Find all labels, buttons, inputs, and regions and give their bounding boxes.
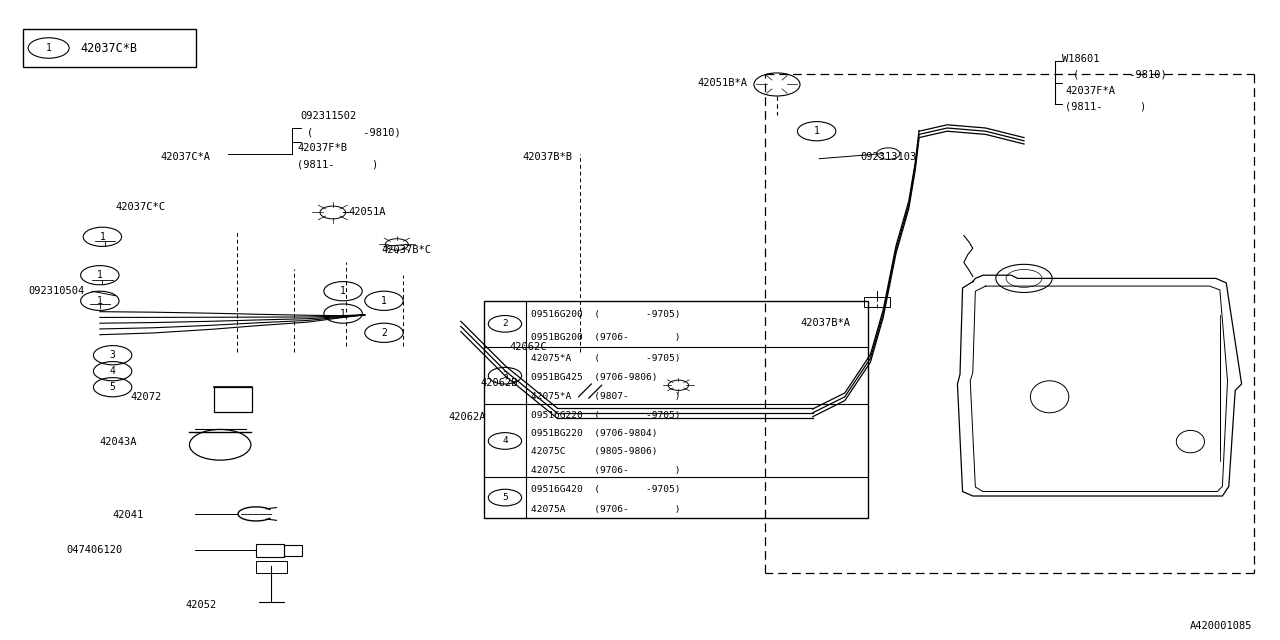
Text: 42037B*C: 42037B*C [381,244,431,255]
Text: 1: 1 [46,43,51,53]
Text: 42037F*B: 42037F*B [297,143,347,154]
Text: 42037C*A: 42037C*A [160,152,210,162]
Text: 3: 3 [502,371,508,380]
Text: 42037C*C: 42037C*C [115,202,165,212]
Text: 42051A: 42051A [348,207,385,218]
Text: 1: 1 [381,296,387,306]
Text: A420001085: A420001085 [1189,621,1252,631]
Text: 5: 5 [110,382,115,392]
Text: 3: 3 [110,350,115,360]
Bar [864,297,890,307]
Text: 42037F*A: 42037F*A [1065,86,1115,96]
Text: 1: 1 [340,308,346,319]
Text: (9811-      ): (9811- ) [297,159,378,170]
Text: 2: 2 [502,319,508,328]
Text: 42072: 42072 [131,392,161,402]
Text: 4: 4 [110,366,115,376]
Text: 2: 2 [381,328,387,338]
Text: 09516G220  (        -9705): 09516G220 ( -9705) [531,411,681,420]
Text: 09516G420  (        -9705): 09516G420 ( -9705) [531,485,681,494]
Bar [256,561,287,573]
Text: 42062A: 42062A [448,412,485,422]
Text: 42062C: 42062C [509,342,547,352]
Text: (        -9810): ( -9810) [307,127,401,138]
Text: 0951BG425  (9706-9806): 0951BG425 (9706-9806) [531,373,658,382]
Text: 1: 1 [97,296,102,306]
Bar [484,301,868,518]
Text: 092310504: 092310504 [28,286,84,296]
Text: 09516G200  (        -9705): 09516G200 ( -9705) [531,310,681,319]
Text: 1: 1 [97,270,102,280]
Text: 42075A     (9706-        ): 42075A (9706- ) [531,505,681,514]
Text: (        -9810): ( -9810) [1073,70,1166,80]
Text: 5: 5 [502,493,508,502]
Text: 047406120: 047406120 [67,545,123,556]
Text: W18601: W18601 [1062,54,1100,64]
Bar [256,544,284,557]
Text: 42041: 42041 [113,510,143,520]
Text: 42051B*A: 42051B*A [698,78,748,88]
Text: 42075*A    (        -9705): 42075*A ( -9705) [531,354,681,363]
Bar [284,545,302,556]
Text: 42037B*A: 42037B*A [800,318,850,328]
Text: 0951BG200  (9706-        ): 0951BG200 (9706- ) [531,333,681,342]
Text: 42037C*B: 42037C*B [81,42,138,54]
Bar [23,29,196,67]
Text: 42075C     (9706-        ): 42075C (9706- ) [531,466,681,475]
Text: 4: 4 [502,436,508,445]
Text: 092313103: 092313103 [860,152,916,162]
Text: 0951BG220  (9706-9804): 0951BG220 (9706-9804) [531,429,658,438]
Text: 42043A: 42043A [100,436,137,447]
Text: 1: 1 [100,232,105,242]
Text: 42062B: 42062B [480,378,517,388]
Text: 1: 1 [814,126,819,136]
Text: 42037B*B: 42037B*B [522,152,572,162]
Text: 092311502: 092311502 [301,111,357,122]
Text: (9811-      ): (9811- ) [1065,102,1146,112]
Text: 42075C     (9805-9806): 42075C (9805-9806) [531,447,658,456]
Bar [214,387,252,412]
Text: 42075*A    (9807-        ): 42075*A (9807- ) [531,392,681,401]
Text: 1: 1 [340,286,346,296]
Text: 42052: 42052 [186,600,216,610]
